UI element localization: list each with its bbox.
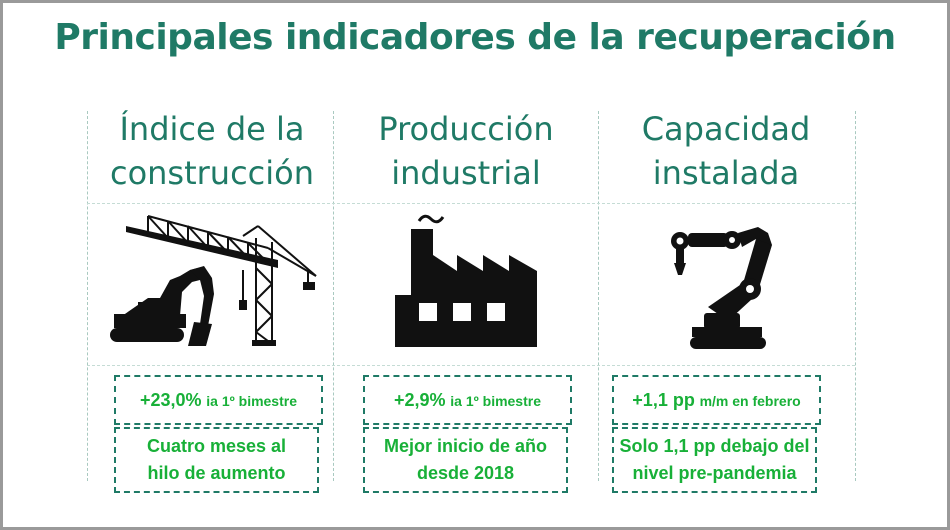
stat-value: +1,1 pp: [632, 390, 695, 410]
factory-icon: [395, 214, 537, 347]
heading-line: instalada: [652, 154, 800, 192]
grid-line: [855, 111, 856, 481]
robot-arm-icon: [671, 227, 772, 349]
stat-box-construction: +23,0% ia 1º bimestre: [114, 375, 323, 425]
heading-line: Capacidad: [641, 110, 811, 148]
note-line: hilo de aumento: [147, 463, 286, 483]
column-heading-capacity: Capacidad instalada: [601, 107, 851, 195]
grid-line: [87, 203, 855, 204]
stat-box-industrial: +2,9% ia 1º bimestre: [363, 375, 572, 425]
grid-line: [87, 365, 855, 366]
column-heading-construction: Índice de la construcción: [87, 107, 337, 195]
stat-box-capacity: +1,1 pp m/m en febrero: [612, 375, 821, 425]
stat-suffix: ia 1º bimestre: [206, 393, 297, 409]
stat-suffix: m/m en febrero: [699, 393, 801, 409]
note-line: nivel pre-pandemia: [632, 463, 797, 483]
grid-line: [87, 111, 88, 481]
note-line: Mejor inicio de año: [383, 436, 548, 456]
note-box-construction: Cuatro meses al hilo de aumento: [114, 427, 319, 493]
stat-value: +2,9%: [394, 390, 446, 410]
crane-excavator-icon: [110, 215, 317, 346]
heading-line: Producción: [378, 110, 554, 148]
note-box-industrial: Mejor inicio de año desde 2018: [363, 427, 568, 493]
heading-line: construcción: [109, 154, 315, 192]
note-box-capacity: Solo 1,1 pp debajo del nivel pre-pandemi…: [612, 427, 817, 493]
heading-line: industrial: [391, 154, 541, 192]
heading-line: Índice de la: [119, 110, 305, 148]
stat-value: +23,0%: [139, 390, 202, 410]
note-line: desde 2018: [416, 463, 515, 483]
note-line: Solo 1,1 pp debajo del: [619, 436, 810, 456]
column-heading-industrial: Producción industrial: [341, 107, 591, 195]
stat-suffix: ia 1º bimestre: [450, 393, 541, 409]
grid-line: [598, 111, 599, 481]
note-line: Cuatro meses al: [146, 436, 287, 456]
slide-title: Principales indicadores de la recuperaci…: [54, 17, 896, 58]
grid-line: [333, 111, 334, 481]
